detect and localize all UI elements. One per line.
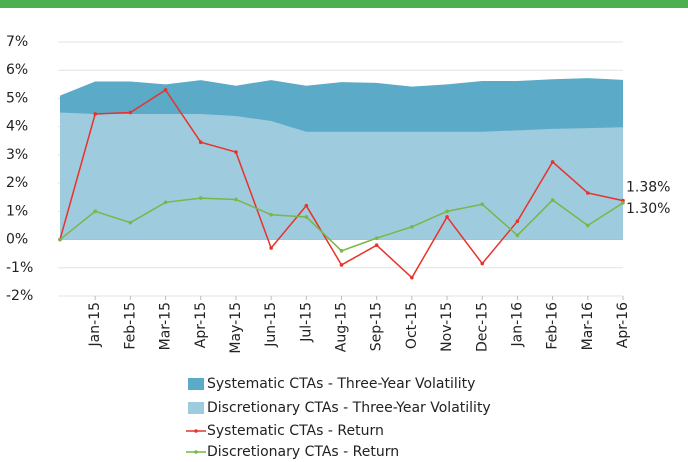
point	[410, 225, 414, 229]
point	[128, 220, 133, 225]
y-tick-label: -2%	[6, 288, 33, 304]
legend-label: Systematic CTAs - Three-Year Volatility	[207, 376, 475, 392]
point	[339, 249, 344, 253]
x-tick-label: Aug-15	[334, 302, 350, 352]
y-tick-label: 6%	[6, 62, 28, 78]
y-tick-label: -1%	[6, 260, 33, 276]
point	[550, 198, 555, 202]
point	[234, 150, 238, 154]
legend-swatch	[188, 402, 204, 414]
y-tick-label: 3%	[6, 147, 28, 163]
value-label: 1.30%	[626, 201, 670, 217]
point	[58, 237, 62, 242]
legend-marker	[194, 429, 198, 433]
x-tick-label: Mar-16	[580, 302, 596, 350]
point	[163, 200, 168, 205]
point	[480, 202, 485, 207]
x-tick-label: Sep-15	[369, 302, 385, 351]
point	[480, 261, 485, 266]
x-tick-label: Jan-15	[87, 302, 103, 347]
point	[586, 223, 590, 228]
point	[550, 160, 555, 164]
point	[515, 219, 520, 224]
x-tick-label: May-15	[228, 302, 244, 354]
legend-label: Systematic CTAs - Return	[207, 423, 384, 439]
point	[269, 246, 273, 250]
point	[198, 196, 203, 200]
x-tick-label: Apr-16	[615, 302, 631, 348]
point	[515, 233, 520, 238]
point	[93, 209, 97, 214]
point	[445, 215, 449, 219]
value-label: 1.38%	[626, 180, 670, 196]
point	[410, 275, 414, 280]
legend-label: Discretionary CTAs - Three-Year Volatili…	[207, 400, 491, 416]
y-tick-label: 7%	[6, 34, 28, 50]
x-tick-label: Feb-16	[545, 302, 561, 350]
point	[163, 88, 168, 92]
point	[374, 236, 379, 240]
area	[60, 112, 623, 240]
legend-label: Discretionary CTAs - Return	[207, 444, 399, 460]
x-tick-label: Jul-15	[298, 302, 314, 343]
y-tick-label: 5%	[6, 90, 28, 106]
x-tick-label: Nov-15	[439, 302, 455, 352]
legend-swatch	[188, 378, 204, 390]
x-tick-label: Mar-15	[158, 302, 174, 350]
y-tick-label: 4%	[6, 119, 28, 135]
x-tick-label: Apr-15	[193, 302, 209, 348]
point	[128, 110, 133, 115]
y-tick-label: 0%	[6, 232, 28, 248]
point	[269, 212, 273, 217]
point	[304, 203, 309, 208]
x-tick-label: Oct-15	[404, 302, 420, 349]
point	[93, 112, 97, 116]
y-tick-label: 2%	[6, 175, 28, 191]
y-tick-label: 1%	[6, 203, 28, 219]
point	[234, 197, 238, 202]
point	[586, 191, 590, 195]
point	[304, 215, 309, 219]
header-bar	[0, 0, 688, 8]
point	[621, 201, 625, 205]
x-tick-label: Jan-16	[509, 302, 525, 348]
point	[374, 243, 379, 247]
x-tick-label: Dec-15	[474, 302, 490, 352]
legend-marker	[194, 450, 198, 454]
point	[445, 209, 449, 214]
point	[339, 263, 344, 267]
point	[198, 140, 203, 144]
x-tick-label: Feb-15	[122, 302, 138, 350]
x-tick-label: Jun-15	[263, 302, 279, 348]
